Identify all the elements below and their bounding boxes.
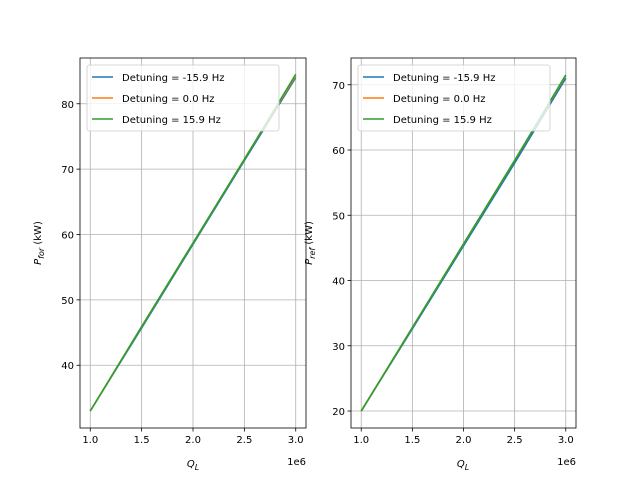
right-y-tick-label: 20	[332, 407, 345, 418]
left-x-tick-label: 3.0	[288, 435, 304, 446]
right-legend-label-0: Detuning = -15.9 Hz	[393, 73, 495, 84]
left-y-tick-label: 70	[61, 165, 74, 176]
right-series-line-2	[360, 74, 567, 412]
right-legend-label-2: Detuning = 15.9 Hz	[393, 115, 492, 126]
left-x-tick-label: 2.0	[185, 435, 201, 446]
left-legend: Detuning = -15.9 Hz Detuning = 0.0 Hz Detu…	[86, 64, 280, 132]
left-legend-label-2: Detuning = 15.9 Hz	[122, 115, 221, 126]
left-y-tick-label: 50	[61, 296, 74, 307]
right-x-tick-label: 2.5	[507, 435, 523, 446]
left-x-tick-label: 1.0	[82, 435, 98, 446]
left-x-offset-label: 1e6	[287, 457, 306, 468]
right-x-tick-label: 1.0	[353, 435, 369, 446]
left-y-axis-label: Pfor (kW)	[33, 221, 46, 265]
right-legend-box	[357, 64, 551, 132]
right-y-axis-label: Pref (kW)	[304, 221, 317, 265]
right-x-offset-label: 1e6	[557, 457, 576, 468]
right-y-tick-label: 30	[332, 342, 345, 353]
right-y-tick-label: 60	[332, 146, 345, 157]
right-legend-label-1: Detuning = 0.0 Hz	[393, 94, 486, 105]
left-y-tick-label: 60	[61, 231, 74, 242]
right-x-tick-label: 2.0	[456, 435, 472, 446]
right-legend: Detuning = -15.9 Hz Detuning = 0.0 Hz Detu…	[357, 64, 551, 132]
left-x-tick-label: 2.5	[236, 435, 252, 446]
left-plot-panel: QL Pfor (kW) 1e6 1.0 1.5 2.0 2.5 3.0 40 50 60 70…	[33, 57, 307, 472]
right-y-tick-label: 50	[332, 211, 345, 222]
right-plot-panel: QL Pref (kW) 1e6 1.0 1.5 2.0 2.5 3.0 20 30 40 50…	[304, 57, 577, 472]
right-y-tick-label: 40	[332, 277, 345, 288]
left-x-axis-label: QL	[187, 459, 199, 472]
left-y-tick-label: 80	[61, 100, 74, 111]
left-legend-label-1: Detuning = 0.0 Hz	[122, 94, 215, 105]
right-y-tick-label: 70	[332, 81, 345, 92]
left-legend-label-0: Detuning = -15.9 Hz	[122, 73, 224, 84]
right-x-tick-label: 1.5	[404, 435, 420, 446]
right-x-axis-label: QL	[457, 459, 469, 472]
left-x-tick-label: 1.5	[134, 435, 150, 446]
left-legend-box	[86, 64, 280, 132]
right-x-tick-label: 3.0	[558, 435, 574, 446]
left-y-tick-label: 40	[61, 361, 74, 372]
